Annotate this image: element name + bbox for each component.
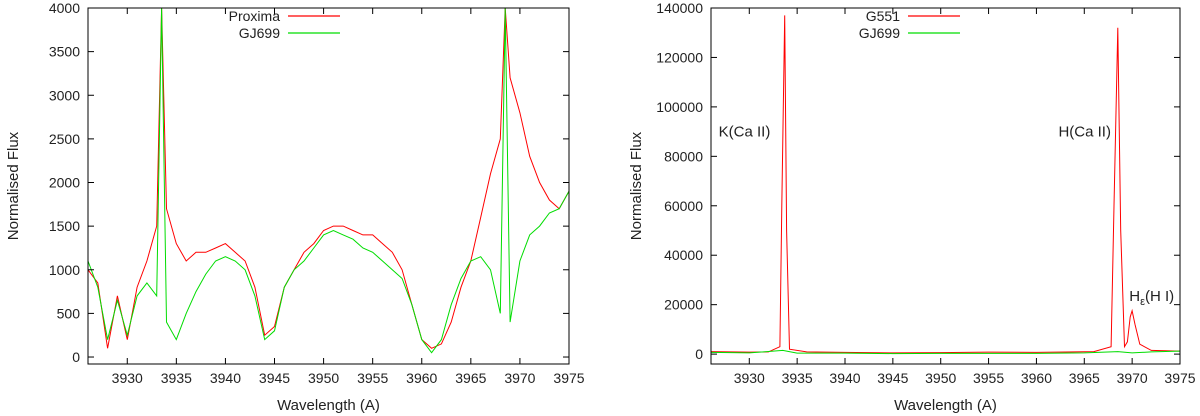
legend-label-gj699: GJ699 (859, 25, 900, 41)
y-tick-label: 2500 (49, 131, 80, 147)
annotation-label: H(Ca II) (1058, 124, 1111, 141)
plot-area (88, 8, 569, 354)
y-tick-label: 3500 (49, 44, 80, 60)
x-tick-label: 3960 (1021, 370, 1052, 386)
x-tick-label: 3975 (1164, 370, 1195, 386)
x-tick-label: 3950 (308, 370, 339, 386)
x-tick-label: 3950 (925, 370, 956, 386)
y-tick-label: 500 (57, 305, 81, 321)
x-tick-label: 3935 (161, 370, 192, 386)
y-axis-label: Normalised Flux (628, 131, 645, 240)
x-tick-label: 3930 (112, 370, 143, 386)
legend-label-proxima: Proxima (229, 8, 281, 24)
x-tick-label: 3945 (877, 370, 908, 386)
x-tick-label: 3935 (782, 370, 813, 386)
plot-frame (710, 7, 1181, 365)
annotation-label: K(Ca II) (719, 124, 771, 141)
x-tick-label: 3965 (455, 370, 486, 386)
y-tick-label: 1500 (49, 218, 80, 234)
y-tick-label: 100000 (656, 99, 703, 115)
x-tick-label: 3940 (829, 370, 860, 386)
x-tick-label: 3970 (504, 370, 535, 386)
series-line-gj699 (88, 8, 569, 354)
y-tick-label: 40000 (664, 247, 703, 263)
series-line-gj699 (711, 349, 1180, 355)
y-tick-label: 120000 (656, 49, 703, 65)
y-tick-label: 60000 (664, 198, 703, 214)
series-line-g551 (711, 15, 1180, 354)
y-tick-label: 3000 (49, 87, 80, 103)
x-tick-label: 3955 (973, 370, 1004, 386)
x-tick-label: 3930 (734, 370, 765, 386)
y-tick-label: 4000 (49, 0, 80, 16)
plot-frame (87, 7, 570, 365)
y-tick-label: 140000 (656, 0, 703, 16)
y-tick-label: 1000 (49, 262, 80, 278)
series-line-proxima (88, 8, 569, 349)
plot-area (711, 15, 1180, 355)
y-tick-label: 0 (72, 349, 80, 365)
y-tick-label: 2000 (49, 175, 80, 191)
legend-label-g551: G551 (866, 8, 900, 24)
y-tick-label: 20000 (664, 297, 703, 313)
annotation-label: Hε(H I) (1129, 288, 1174, 308)
x-tick-label: 3975 (553, 370, 584, 386)
x-tick-label: 3945 (259, 370, 290, 386)
x-tick-label: 3965 (1069, 370, 1100, 386)
x-tick-label: 3955 (357, 370, 388, 386)
y-axis-label: Normalised Flux (5, 131, 22, 240)
x-axis-label: Wavelength (A) (894, 397, 997, 414)
right-chart-panel: 3930 3935 3940 3945 3950 3955 3960 3965 3970 3975… (628, 0, 1196, 414)
x-axis-label: Wavelength (A) (277, 397, 380, 414)
x-tick-label: 3940 (210, 370, 241, 386)
y-tick-label: 0 (695, 346, 703, 362)
x-tick-label: 3960 (406, 370, 437, 386)
y-tick-label: 80000 (664, 148, 703, 164)
legend-label-gj699: GJ699 (239, 25, 280, 41)
x-tick-label: 3970 (1117, 370, 1148, 386)
left-chart-panel: 3930 3935 3940 3945 3950 3955 3960 3965 3970 3975… (5, 0, 585, 414)
